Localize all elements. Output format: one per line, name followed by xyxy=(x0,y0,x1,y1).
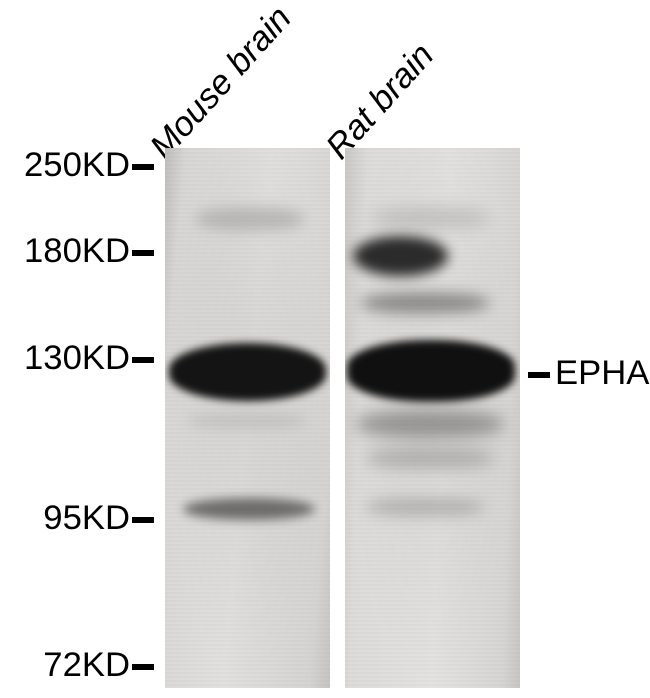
target-label: EPHA4 xyxy=(555,354,650,393)
marker-tick-95kd xyxy=(132,517,154,523)
marker-tick-180kd xyxy=(132,250,154,256)
lane-label-mouse-brain: Mouse brain xyxy=(143,0,300,167)
western-blot-figure: { "figure": { "width_px": 650, "height_p… xyxy=(0,0,650,698)
band xyxy=(169,343,326,401)
band xyxy=(183,498,315,520)
marker-tick-130kd xyxy=(132,357,154,363)
marker-72kd: 72KD xyxy=(43,646,130,685)
band xyxy=(347,340,515,402)
marker-95kd: 95KD xyxy=(43,499,130,538)
band xyxy=(187,413,307,429)
lane-rat-brain xyxy=(345,148,520,688)
marker-250kd: 250KD xyxy=(24,146,130,185)
lane-mouse-brain xyxy=(165,148,330,688)
band xyxy=(355,410,505,438)
band xyxy=(365,498,485,516)
band xyxy=(360,293,490,313)
band xyxy=(365,448,495,468)
target-tick xyxy=(528,372,550,378)
marker-180kd: 180KD xyxy=(24,232,130,271)
band xyxy=(195,208,305,230)
marker-tick-250kd xyxy=(132,164,154,170)
marker-tick-72kd xyxy=(132,664,154,670)
marker-130kd: 130KD xyxy=(24,339,130,378)
band xyxy=(370,208,490,228)
band xyxy=(353,236,448,276)
